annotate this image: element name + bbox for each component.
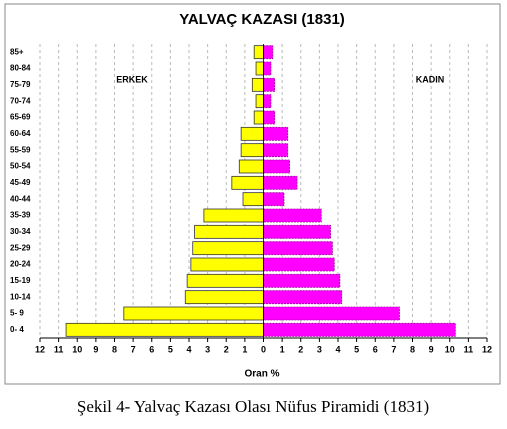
x-tick-label: 2 — [224, 344, 229, 354]
y-tick-label: 25-29 — [10, 243, 31, 252]
x-tick-label: 9 — [93, 344, 98, 354]
bar — [255, 61, 264, 76]
bar — [65, 322, 264, 337]
legend-label: KADIN — [416, 74, 445, 84]
bar — [263, 241, 333, 256]
y-tick-label: 0- 4 — [10, 325, 24, 334]
bar — [263, 159, 290, 174]
bar — [263, 306, 400, 321]
y-tick-label: 5- 9 — [10, 309, 24, 318]
x-tick-label: 12 — [482, 344, 492, 354]
bar — [263, 94, 272, 109]
bar — [253, 45, 264, 60]
x-tick-label: 11 — [54, 344, 64, 354]
y-tick-label: 65-69 — [10, 113, 31, 122]
bar — [263, 192, 285, 207]
x-tick-label: 1 — [242, 344, 247, 354]
bar — [263, 61, 272, 76]
x-tick-label: 5 — [168, 344, 173, 354]
bar — [123, 306, 264, 321]
y-tick-label: 60-64 — [10, 129, 31, 138]
bar — [263, 126, 289, 141]
x-tick-label: 11 — [464, 344, 474, 354]
bar — [263, 257, 335, 272]
x-tick-label: 7 — [391, 344, 396, 354]
x-tick-label: 1 — [280, 344, 285, 354]
y-tick-label: 10-14 — [10, 292, 31, 301]
bar — [263, 208, 322, 223]
y-tick-label: 50-54 — [10, 162, 31, 171]
bar — [263, 45, 274, 60]
bar — [263, 322, 456, 337]
x-tick-label: 9 — [429, 344, 434, 354]
bar — [263, 110, 276, 125]
x-tick-label: 0 — [261, 344, 266, 354]
x-tick-label: 3 — [205, 344, 210, 354]
x-axis-label: Oran % — [244, 369, 279, 380]
bar — [263, 175, 298, 190]
bar — [186, 273, 264, 288]
bar — [194, 224, 264, 239]
y-tick-label: 85+ — [10, 47, 24, 56]
x-tick-label: 8 — [112, 344, 117, 354]
x-tick-label: 7 — [131, 344, 136, 354]
x-tick-label: 10 — [445, 344, 455, 354]
bar — [190, 257, 264, 272]
bar — [253, 110, 264, 125]
x-tick-label: 3 — [317, 344, 322, 354]
y-tick-label: 80-84 — [10, 64, 31, 73]
x-tick-label: 6 — [373, 344, 378, 354]
bar — [240, 143, 264, 158]
bar — [255, 94, 264, 109]
y-tick-label: 45-49 — [10, 178, 31, 187]
y-tick-label: 40-44 — [10, 194, 31, 203]
bar — [184, 290, 264, 305]
x-tick-label: 10 — [72, 344, 82, 354]
y-tick-label: 30-34 — [10, 227, 31, 236]
bar — [251, 77, 264, 92]
x-tick-label: 6 — [149, 344, 154, 354]
bar — [231, 175, 264, 190]
y-tick-label: 20-24 — [10, 260, 31, 269]
caption: Şekil 4- Yalvaç Kazası Olası Nüfus Piram… — [77, 397, 429, 416]
x-tick-label: 8 — [410, 344, 415, 354]
y-tick-label: 35-39 — [10, 211, 31, 220]
bar — [263, 290, 343, 305]
legend-label: ERKEK — [116, 74, 148, 84]
bar — [240, 126, 264, 141]
bar — [203, 208, 264, 223]
bar — [238, 159, 264, 174]
x-tick-label: 5 — [354, 344, 359, 354]
bar — [263, 224, 331, 239]
x-tick-label: 2 — [298, 344, 303, 354]
bar — [242, 192, 264, 207]
y-tick-label: 15-19 — [10, 276, 31, 285]
bar — [263, 273, 341, 288]
bar — [263, 77, 276, 92]
x-tick-label: 4 — [186, 344, 191, 354]
y-tick-label: 75-79 — [10, 80, 31, 89]
x-tick-label: 4 — [335, 344, 340, 354]
y-tick-label: 70-74 — [10, 96, 31, 105]
bar — [263, 143, 289, 158]
x-tick-label: 12 — [35, 344, 45, 354]
bar — [192, 241, 264, 256]
y-tick-label: 55-59 — [10, 145, 31, 154]
chart-title: YALVAÇ KAZASI (1831) — [179, 11, 345, 28]
